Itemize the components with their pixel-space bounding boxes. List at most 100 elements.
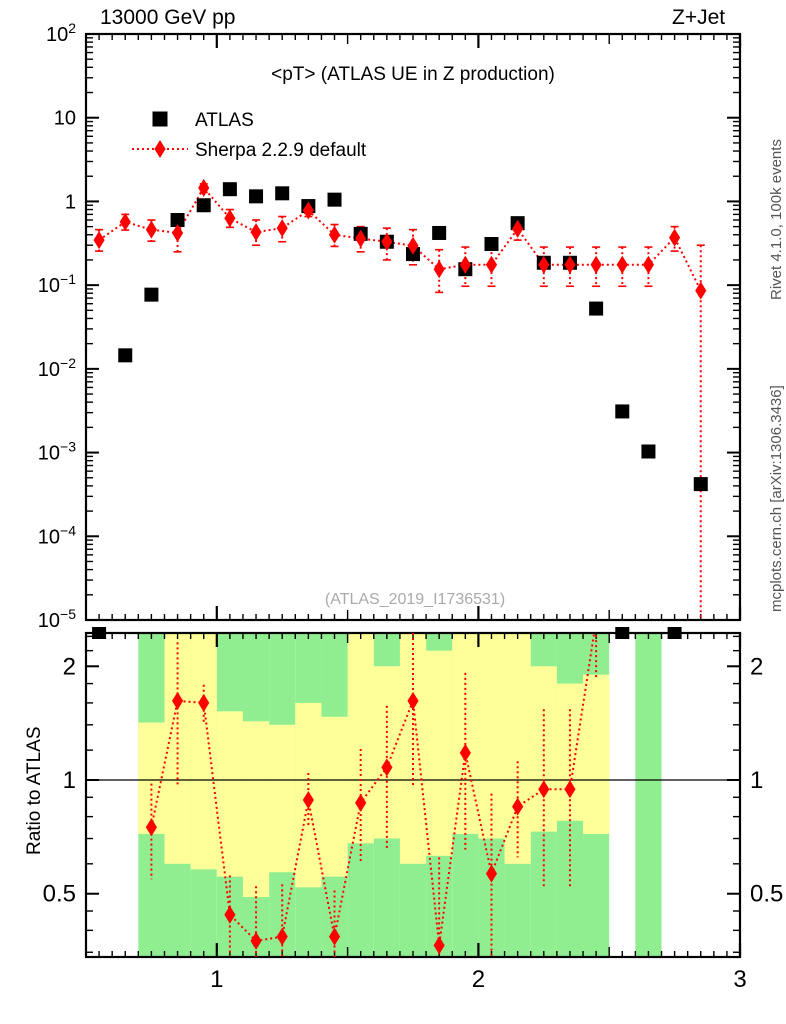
main-y-tick-label: 10−2	[38, 355, 76, 381]
main-y-tick-label: 10−3	[38, 439, 76, 465]
mc-data-point	[590, 255, 602, 274]
ratio-y-axis-title: Ratio to ATLAS	[24, 726, 45, 856]
plot-title: <pT> (ATLAS UE in Z production)	[271, 64, 555, 85]
ratio-y-tick-label: 0.5	[750, 881, 783, 908]
legend-marker-diamond	[154, 140, 166, 158]
atlas-data-point	[615, 404, 630, 419]
atlas-data-point	[249, 189, 264, 204]
ratio-y-tick-label: 2	[750, 653, 763, 680]
ratio-mc-point	[302, 791, 314, 810]
ratio-band-inner	[216, 711, 243, 877]
main-panel: 102 10 1 10−1 10−2 10−3 10−4 10−5 <pT> (ATLAS UE…	[38, 20, 742, 632]
ratio-clipped-data-point	[667, 627, 682, 639]
legend-label-atlas: ATLAS	[195, 110, 254, 131]
ratio-mc-point	[564, 780, 576, 799]
ratio-band-inner	[478, 633, 505, 839]
atlas-data-point	[641, 444, 656, 459]
ratio-mc-point	[328, 927, 341, 946]
header-right-label: Z+Jet	[672, 6, 726, 29]
x-tick-label: 3	[733, 966, 746, 993]
main-axis-frame	[84, 32, 742, 622]
side-label-mcplots: mcplots.cern.ch [arXiv:1306.3436]	[768, 385, 785, 612]
atlas-data-point	[432, 225, 447, 240]
ratio-clipped-data-point	[92, 627, 107, 639]
mc-data-point	[145, 220, 157, 239]
mc-data-point	[538, 255, 550, 274]
mc-data-point	[93, 231, 105, 250]
mc-data-point	[485, 255, 498, 274]
ratio-mc-point	[224, 905, 236, 924]
x-tick-label: 2	[472, 966, 485, 993]
mc-data-point	[276, 219, 288, 238]
legend-label-sherpa: Sherpa 2.2.9 default	[195, 140, 367, 161]
ratio-mc-point	[485, 864, 498, 883]
ratio-mc-point	[250, 931, 262, 950]
atlas-data-point	[693, 477, 708, 492]
main-y-tick-label: 10−4	[38, 522, 76, 548]
atlas-data-point	[170, 213, 185, 228]
x-tick-label: 1	[210, 966, 223, 993]
mc-data-point	[355, 229, 367, 248]
ratio-mc-point	[538, 780, 550, 799]
mc-data-point	[198, 178, 210, 197]
ratio-mc-point	[381, 758, 393, 777]
mc-line	[98, 186, 702, 292]
mc-data-point	[695, 281, 707, 300]
ratio-band-outer	[635, 633, 662, 957]
main-y-tick-label: 1	[65, 191, 76, 213]
ratio-y-tick-label: 0.5	[43, 881, 76, 908]
atlas-data-point	[589, 301, 604, 316]
mc-data-point	[119, 212, 131, 231]
atlas-data-point	[144, 287, 159, 302]
main-y-tick-label: 10−1	[38, 271, 76, 297]
mc-data-point	[171, 223, 184, 242]
ratio-band-inner	[269, 724, 296, 873]
watermark-label: (ATLAS_2019_I1736531)	[325, 591, 505, 608]
ratio-content	[145, 633, 598, 957]
ratio-band-inner	[321, 716, 348, 877]
ratio-mc-point	[145, 818, 157, 837]
ratio-mc-point	[512, 797, 524, 816]
side-label-rivet: Rivet 4.1.0, 100k events	[768, 139, 785, 300]
mc-data-point	[250, 223, 262, 242]
header-left-label: 13000 GeV pp	[100, 6, 236, 29]
ratio-y-tick-label: 1	[750, 767, 763, 794]
atlas-data-point	[484, 237, 499, 252]
mc-data-point	[642, 255, 655, 274]
ratio-band-inner	[504, 633, 531, 864]
atlas-data-point	[275, 186, 290, 201]
main-y-tick-label: 10	[54, 108, 76, 130]
ratio-band-inner	[426, 650, 453, 856]
mc-data-point	[328, 225, 341, 244]
mc-data-point	[224, 209, 236, 228]
ratio-clipped-data-point	[615, 627, 630, 639]
ratio-band-inner	[530, 666, 557, 832]
mc-data-point	[433, 260, 445, 279]
mc-data-point	[669, 228, 681, 247]
atlas-data-point	[222, 182, 237, 197]
mc-data-point	[407, 236, 419, 255]
atlas-data-point	[118, 348, 133, 363]
ratio-mc-point	[198, 693, 210, 712]
ratio-mc-point	[433, 936, 445, 955]
ratio-y-tick-label: 1	[63, 767, 76, 794]
ratio-band-inner	[583, 674, 610, 834]
mc-data-point	[616, 255, 628, 274]
ratio-mc-point	[355, 793, 367, 812]
ratio-band-inner	[138, 722, 165, 834]
ratio-mc-point	[459, 743, 471, 762]
mc-data-point	[512, 219, 524, 238]
mc-data-point	[381, 232, 393, 251]
atlas-data-point	[196, 198, 211, 213]
ratio-mc-point	[276, 927, 288, 946]
mc-data-point	[564, 255, 576, 274]
legend-marker-square	[152, 111, 168, 127]
ratio-band-inner	[242, 721, 270, 898]
mc-data-point	[302, 201, 314, 220]
ratio-band-inner	[190, 633, 217, 870]
ratio-mc-point	[171, 691, 184, 710]
ratio-mc-point	[407, 691, 419, 710]
ratio-panel: 1 2 3 2 2 1 1 0.5 0.5	[43, 627, 783, 993]
